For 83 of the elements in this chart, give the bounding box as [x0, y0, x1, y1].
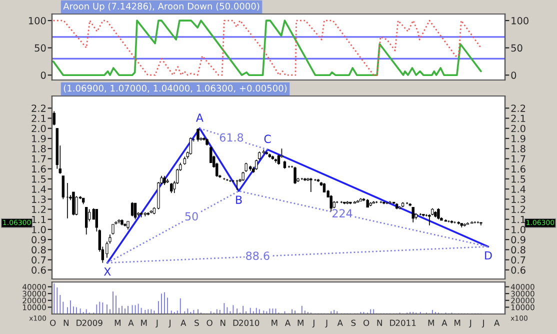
y2-tick-label: 1.6: [512, 165, 526, 173]
y-tick-label: 0.6: [32, 266, 46, 274]
y-tick-label: 0.9: [32, 236, 46, 244]
x-tick-label: M: [141, 320, 147, 326]
x-tick-label: D: [233, 320, 238, 326]
x-tick-label: J: [312, 320, 314, 328]
y-tick-label: 50: [34, 44, 46, 52]
x-tick-label: M: [272, 320, 278, 326]
annotation: 88.6: [246, 252, 270, 260]
annotation: X: [104, 268, 111, 276]
x-tick-label: A: [284, 320, 291, 326]
y-tick-label: 0: [40, 72, 46, 79]
annotation: 50: [185, 212, 198, 221]
y-tick-label: 2.0: [32, 124, 46, 132]
x-tick-label: 2011: [396, 320, 416, 326]
y2-tick-label: 1.3: [512, 196, 526, 203]
y-tick-label: 1.7: [32, 155, 46, 162]
y2-tick-label: 2.1: [511, 114, 526, 122]
x-tick-label: J: [325, 320, 328, 328]
y2-tick-label: 1.2: [512, 206, 526, 213]
y2-tick-label: 100: [512, 17, 528, 24]
y-tick-label: 1.2: [32, 206, 46, 213]
x-tick-label: O: [206, 320, 212, 326]
y-tick-label: 1.4: [32, 186, 46, 193]
y-tick-label: 1.3: [32, 196, 46, 203]
annotation: A: [196, 114, 204, 122]
x-tick-label: M: [114, 320, 120, 326]
chart-title: Aroon Up (7.14286), Aroon Down (50.0000): [63, 2, 260, 12]
y-tick-label: 100: [28, 17, 46, 24]
chart-title: (1.06900, 1.07000, 1.04000, 1.06300, +0.00500): [64, 84, 287, 93]
annotation: B: [236, 196, 242, 204]
y2-tick-label: 1.4: [512, 186, 526, 193]
x-tick-label: 2009: [82, 320, 102, 326]
y2-tick-label: 50: [511, 44, 522, 52]
x-tick-label: S: [351, 320, 356, 326]
x-tick-label: D: [76, 320, 82, 326]
y2-tick-label: 1.8: [512, 145, 526, 152]
x-tick-label: D: [390, 320, 396, 326]
x-tick-label: J: [168, 320, 170, 328]
y-tick-label: 1.8: [32, 145, 46, 152]
y2-tick-label: 1.5: [512, 176, 526, 183]
annotation: 61.8: [220, 133, 244, 142]
x-tick-label: A: [337, 320, 343, 326]
y-tick-label: 2.1: [32, 114, 46, 122]
x-tick-label: N: [377, 320, 382, 326]
x-tick-label: O: [363, 320, 370, 326]
x-tick-label: N: [64, 320, 68, 326]
x-tick-label: O: [50, 320, 56, 326]
x-tick-label: A: [180, 320, 186, 326]
x-tick-label: M: [298, 320, 304, 326]
y2-tick-label: 1.9: [512, 134, 526, 142]
y2-tick-label: 2.0: [511, 124, 526, 132]
y2-tick-label: 0.9: [511, 236, 526, 244]
y-tick-label: 1.9: [32, 134, 46, 142]
y2-tick-label: 1.7: [512, 155, 526, 162]
y2-tick-label: 0: [511, 72, 516, 79]
annotation: D: [485, 251, 492, 260]
y2-tick-label: 0.6: [511, 266, 526, 274]
y2-tick-label: 0.7: [511, 256, 526, 264]
x-tick-label: M: [428, 320, 434, 326]
x-tick-label: 2010: [239, 320, 260, 326]
x-tick-label: A: [442, 320, 448, 326]
y-tick-label: 1.5: [32, 176, 46, 183]
x-tick-label: A: [494, 320, 500, 326]
y2-tick-label: 1.1: [512, 216, 526, 224]
annotation: C: [264, 134, 271, 144]
y-tick-label: 1.6: [32, 165, 46, 173]
y2-tick-label: 0.8: [511, 246, 526, 254]
x-tick-label: M: [454, 320, 460, 326]
y2-tick-label: 1.0: [512, 226, 526, 234]
x-tick-label: S: [194, 320, 199, 326]
y-tick-label: 1.0: [32, 226, 46, 234]
y-tick-label: 0.7: [32, 256, 46, 264]
x-tick-label: N: [220, 320, 226, 326]
annotation: 224: [332, 209, 352, 218]
y2-tick-label: 2.2: [511, 104, 526, 112]
y-tick-label: 0.8: [32, 246, 46, 254]
x-tick-label: J: [156, 320, 158, 328]
x-tick-label: A: [128, 320, 134, 326]
y-tick-label: 2.2: [32, 104, 46, 112]
x-tick-label: J: [482, 320, 484, 328]
x-tick-label: J: [468, 320, 472, 328]
y-tick-label: 1.1: [32, 216, 46, 224]
